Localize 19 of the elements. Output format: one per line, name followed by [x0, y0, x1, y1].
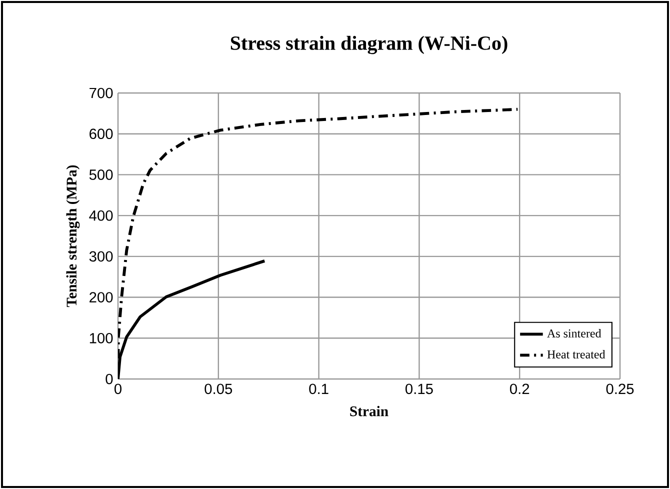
y-tick-label: 600: [90, 128, 113, 140]
legend-label: Heat treated: [547, 350, 606, 358]
y-tick-label: 500: [89, 170, 113, 180]
x-axis-title: Strain: [350, 406, 388, 416]
x-tick-label: 0.25: [606, 384, 634, 394]
chart-title: Stress strain diagram (W-Ni-Co): [230, 36, 508, 54]
x-tick-label: 0.15: [406, 384, 433, 394]
y-axis-title: Tensile strength (MPa): [66, 165, 80, 308]
x-tick-label: 0.05: [204, 384, 232, 394]
y-tick-label: 400: [89, 210, 113, 221]
y-tick-label: 100: [90, 332, 113, 344]
y-tick-label: 200: [90, 292, 113, 302]
y-tick-label: 300: [89, 251, 113, 262]
x-tick-label: 0.2: [510, 384, 530, 394]
x-tick-label: 0: [114, 384, 122, 394]
x-tick-label: 0.1: [309, 384, 328, 394]
y-tick-label: 0: [106, 374, 113, 384]
y-tick-label: 700: [90, 88, 113, 98]
legend-label: As sintered: [547, 329, 602, 338]
